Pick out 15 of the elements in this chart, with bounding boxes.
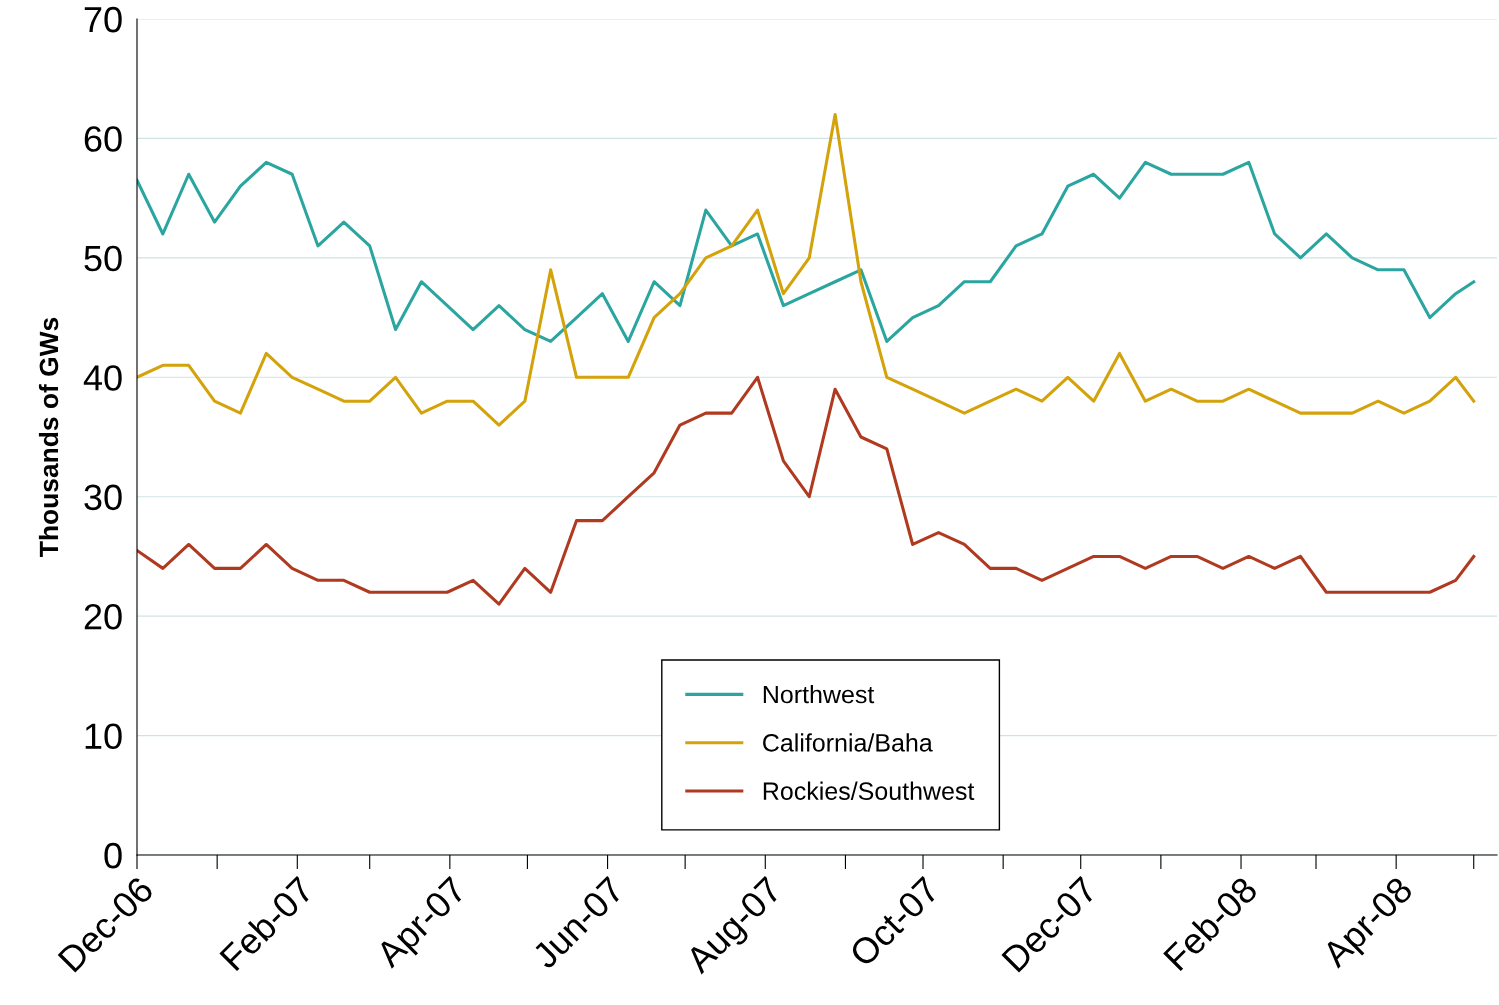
- y-axis-title: Thousands of GWs: [38, 317, 59, 557]
- y-tick-label: 50: [84, 245, 122, 272]
- y-tick-label: 40: [83, 365, 122, 391]
- y-tick-label: 10: [85, 723, 122, 750]
- legend-label: California/Baha: [763, 733, 933, 752]
- line-series: [137, 375, 1476, 606]
- y-tick-label: 0: [104, 842, 122, 869]
- y-tick-label: 30: [84, 484, 122, 511]
- line-series: [137, 160, 1476, 343]
- legend-label: Rockies/Southwest: [763, 781, 975, 800]
- legend-label: Northwest: [763, 685, 875, 704]
- y-tick-label: 70: [84, 6, 122, 33]
- y-tick-label: 20: [84, 604, 122, 630]
- y-tick-label: 60: [84, 126, 122, 152]
- line-series: [137, 113, 1476, 427]
